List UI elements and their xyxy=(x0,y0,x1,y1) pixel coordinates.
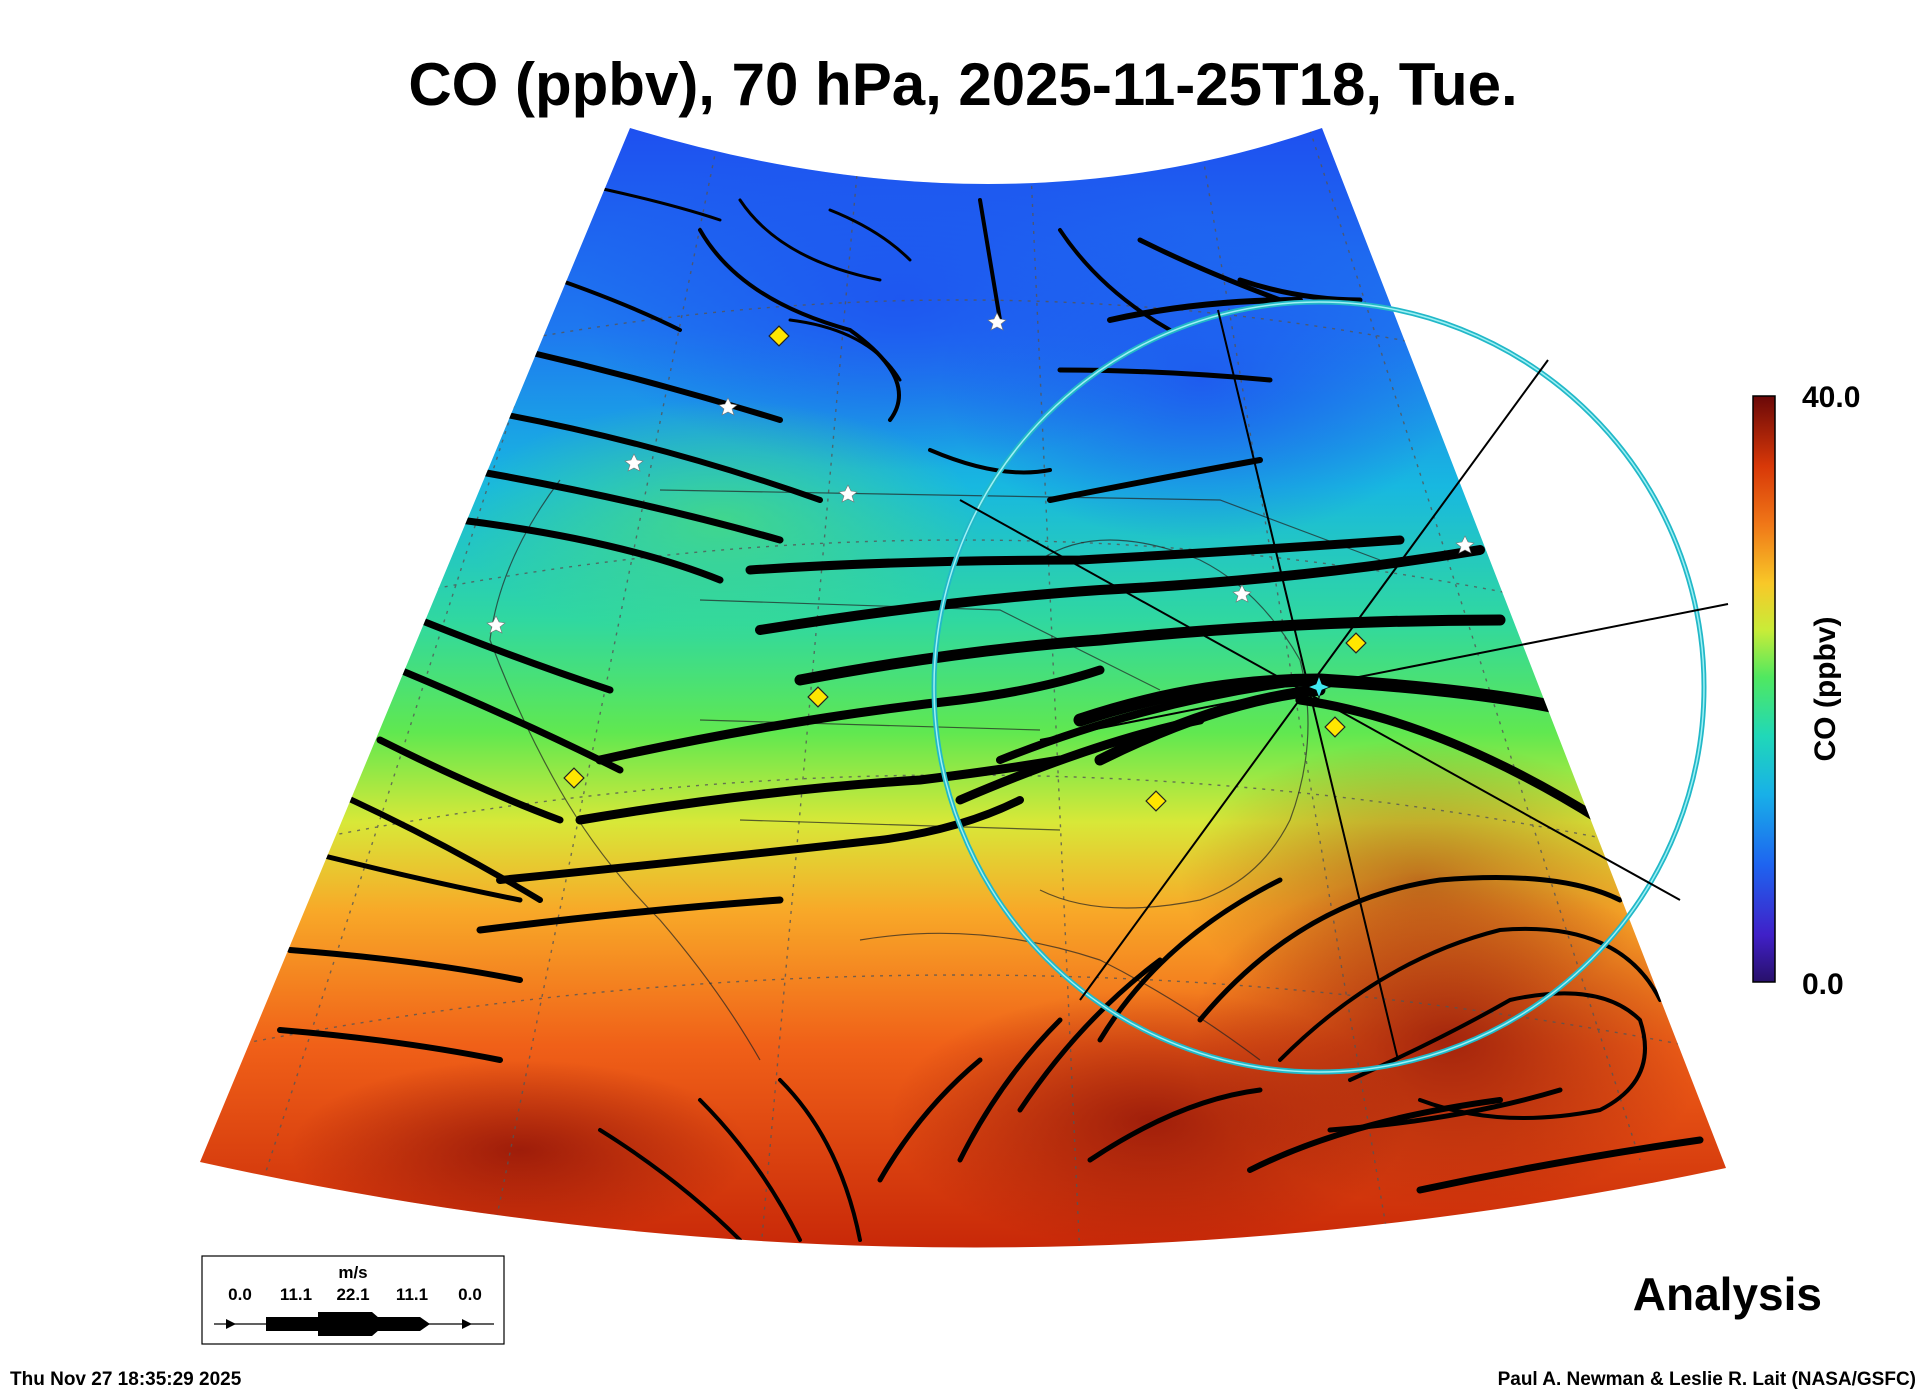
station-star xyxy=(1455,535,1475,554)
wind-legend-bar-peak xyxy=(318,1312,386,1336)
wind-legend-unit: m/s xyxy=(338,1263,367,1282)
wind-legend-tick: 0.0 xyxy=(228,1285,252,1304)
graticule xyxy=(209,129,1711,1248)
station-star xyxy=(1232,584,1252,603)
wind-legend-tick: 0.0 xyxy=(458,1285,482,1304)
city-marker xyxy=(768,325,790,347)
map-panel xyxy=(200,128,1729,1248)
colorbar-max: 40.0 xyxy=(1802,381,1860,414)
wind-legend-arrow xyxy=(226,1319,236,1329)
colorbar: 40.0 0.0 CO (ppbv) xyxy=(1752,381,1860,1001)
colorbar-min: 0.0 xyxy=(1802,968,1844,1001)
city-markers xyxy=(563,325,1367,812)
wind-legend-tick: 22.1 xyxy=(336,1285,369,1304)
wind-legend-tick: 11.1 xyxy=(396,1285,428,1304)
map-title: CO (ppbv), 70 hPa, 2025-11-25T18, Tue. xyxy=(408,51,1517,118)
station-star xyxy=(838,484,858,503)
center-marker xyxy=(1306,674,1332,700)
timestamp: Thu Nov 27 18:35:29 2025 xyxy=(10,1369,242,1390)
section-lines xyxy=(959,309,1729,1061)
city-marker xyxy=(1345,632,1367,654)
range-circle-inner xyxy=(933,301,1705,1073)
wind-legend-tick: 11.1 xyxy=(280,1285,312,1304)
wind-streamlines xyxy=(277,178,1704,1242)
station-star xyxy=(624,453,644,472)
city-marker xyxy=(1324,716,1346,738)
colorbar-label: CO (ppbv) xyxy=(1809,617,1842,762)
station-star xyxy=(486,615,506,634)
co-field-detail xyxy=(209,129,1711,1248)
city-marker xyxy=(563,767,585,789)
colorbar-scale xyxy=(1752,395,1776,983)
city-marker xyxy=(807,686,829,708)
analysis-label: Analysis xyxy=(1633,1268,1822,1320)
station-star xyxy=(718,397,738,416)
credit: Paul A. Newman & Leslie R. Lait (NASA/GS… xyxy=(1498,1369,1916,1390)
station-star xyxy=(987,312,1007,331)
wind-legend-arrow xyxy=(462,1319,472,1329)
city-marker xyxy=(1145,790,1167,812)
wind-legend: m/s 0.0 11.1 22.1 11.1 0.0 xyxy=(201,1255,505,1345)
station-markers xyxy=(486,312,1475,634)
coastlines xyxy=(489,479,1381,1061)
